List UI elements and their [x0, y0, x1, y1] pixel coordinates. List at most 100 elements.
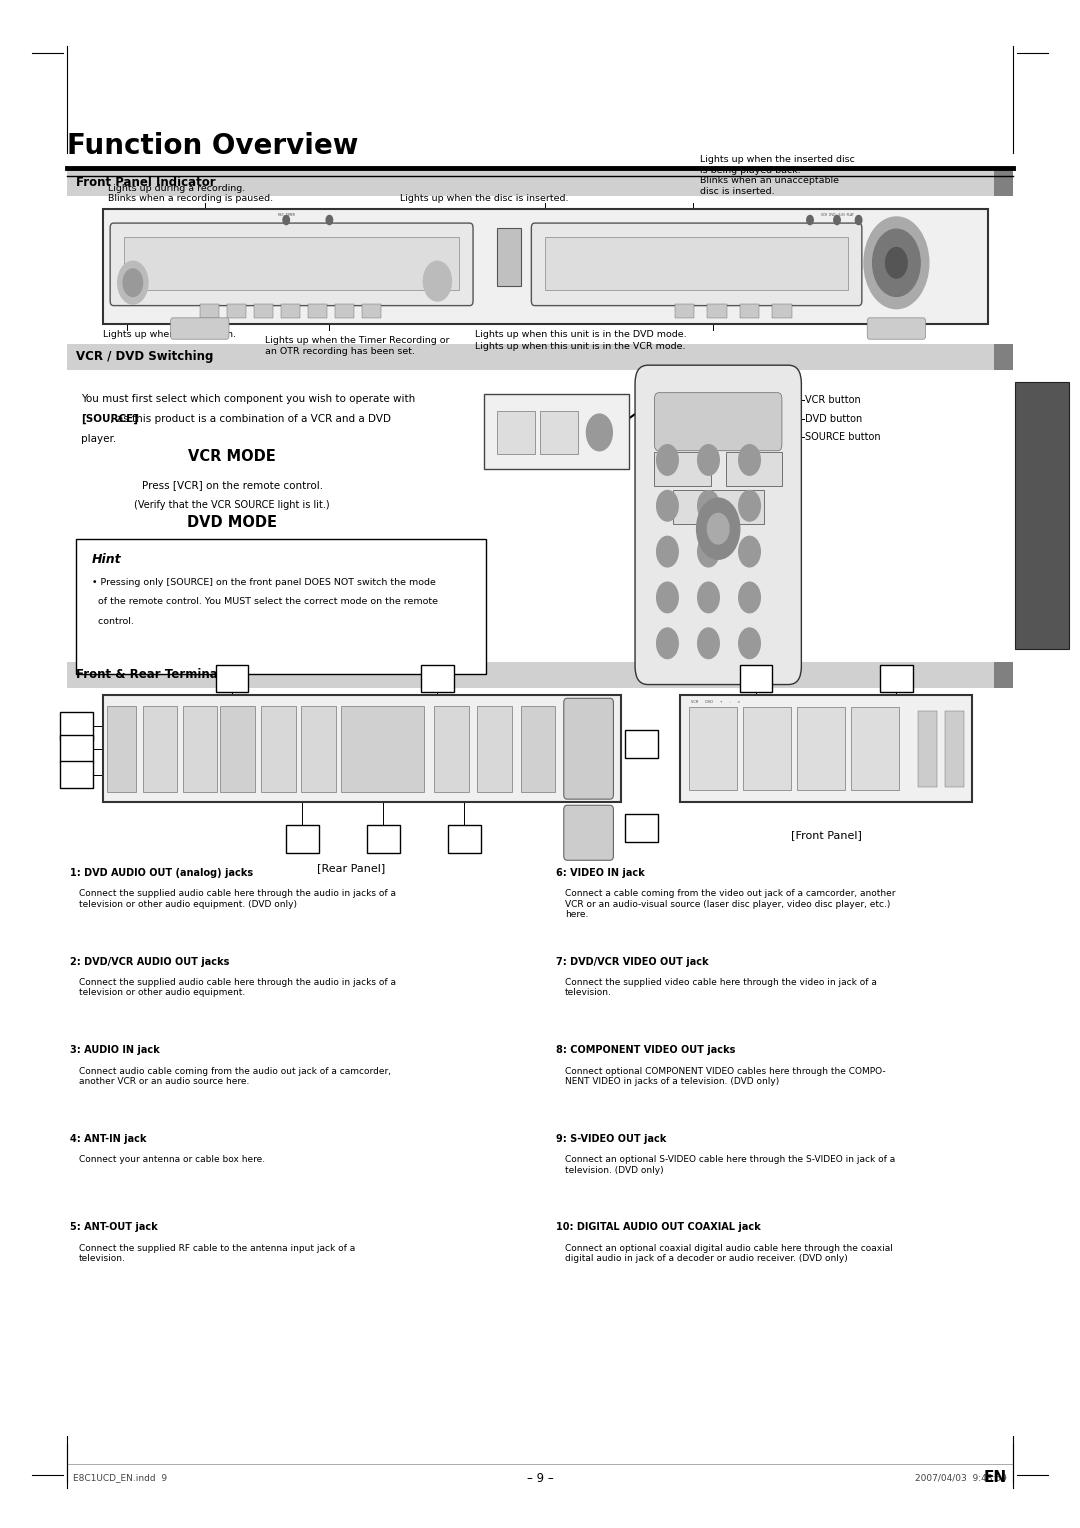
Text: VCR      DVD      +      -      >: VCR DVD + - > [691, 700, 741, 704]
FancyBboxPatch shape [60, 712, 93, 740]
FancyBboxPatch shape [477, 706, 512, 792]
Text: Setup: Setup [1036, 495, 1049, 535]
FancyBboxPatch shape [76, 539, 486, 674]
Circle shape [283, 215, 289, 225]
Circle shape [886, 248, 907, 278]
Text: Connect an optional coaxial digital audio cable here through the coaxial
digital: Connect an optional coaxial digital audi… [565, 1244, 893, 1264]
FancyBboxPatch shape [740, 304, 759, 318]
Circle shape [873, 229, 920, 296]
Circle shape [739, 536, 760, 567]
FancyBboxPatch shape [994, 662, 1013, 688]
Circle shape [657, 445, 678, 475]
FancyBboxPatch shape [867, 318, 926, 339]
Text: VCR  DVD   S.IN  PLAY: VCR DVD S.IN PLAY [821, 212, 853, 217]
FancyBboxPatch shape [67, 170, 994, 196]
FancyBboxPatch shape [635, 365, 801, 685]
Text: [Rear Panel]: [Rear Panel] [316, 863, 386, 874]
FancyBboxPatch shape [540, 411, 578, 454]
Circle shape [707, 513, 729, 544]
Text: Connect the supplied audio cable here through the audio in jacks of a
television: Connect the supplied audio cable here th… [79, 978, 396, 998]
FancyBboxPatch shape [497, 411, 535, 454]
Text: 3: AUDIO IN jack: 3: AUDIO IN jack [70, 1045, 160, 1056]
Circle shape [739, 628, 760, 659]
FancyBboxPatch shape [124, 237, 459, 290]
FancyBboxPatch shape [341, 706, 424, 792]
Text: [SOURCE]: [SOURCE] [81, 414, 138, 425]
Text: 9: S-VIDEO OUT jack: 9: S-VIDEO OUT jack [556, 1134, 666, 1144]
FancyBboxPatch shape [743, 707, 791, 790]
Text: 6: VIDEO IN jack: 6: VIDEO IN jack [556, 868, 645, 879]
Text: 9: 9 [73, 770, 80, 779]
Text: VCR: VCR [677, 466, 688, 472]
Text: VCR: VCR [509, 403, 517, 408]
FancyBboxPatch shape [994, 170, 1013, 196]
Text: VIDEO  AUDIO  CHANNEL/PROG  REW  STOP/EJECT  PLAY  RECORD     IR: VIDEO AUDIO CHANNEL/PROG REW STOP/EJECT … [200, 299, 297, 304]
FancyBboxPatch shape [851, 707, 899, 790]
FancyBboxPatch shape [521, 706, 555, 792]
Text: Lights up when power is on.: Lights up when power is on. [103, 330, 235, 339]
Text: 6: 6 [461, 834, 468, 843]
Text: DVD: DVD [555, 403, 564, 408]
Circle shape [864, 217, 929, 309]
Circle shape [855, 215, 862, 225]
Circle shape [698, 445, 719, 475]
FancyBboxPatch shape [448, 825, 481, 853]
Text: SOURCE button: SOURCE button [805, 432, 880, 442]
Text: (Verify that the DVD SOURCE light is lit.): (Verify that the DVD SOURCE light is lit… [134, 565, 330, 576]
Text: ANT-IN: ANT-IN [583, 706, 594, 711]
Circle shape [423, 261, 451, 301]
FancyBboxPatch shape [103, 695, 621, 802]
Text: 5: 5 [638, 824, 645, 833]
Text: 2: 2 [229, 674, 235, 683]
FancyBboxPatch shape [421, 665, 454, 692]
Text: Connect a cable coming from the video out jack of a camcorder, another
VCR or an: Connect a cable coming from the video ou… [565, 889, 895, 920]
Text: ANT-OUT: ANT-OUT [581, 805, 596, 810]
Text: Connect the supplied video cable here through the video in jack of a
television.: Connect the supplied video cable here th… [565, 978, 877, 998]
Text: 10: 10 [70, 744, 83, 753]
Text: VCR / DVD Switching: VCR / DVD Switching [76, 350, 213, 364]
FancyBboxPatch shape [107, 706, 136, 792]
Text: Press [VCR] on the remote control.: Press [VCR] on the remote control. [141, 480, 323, 490]
Circle shape [698, 628, 719, 659]
Text: VCR button: VCR button [805, 396, 861, 405]
Circle shape [698, 582, 719, 613]
Circle shape [657, 490, 678, 521]
Text: DVD SOURCE light: DVD SOURCE light [680, 533, 770, 542]
FancyBboxPatch shape [367, 825, 400, 853]
FancyBboxPatch shape [564, 805, 613, 860]
Text: Function Overview: Function Overview [67, 133, 359, 160]
Text: 8: 8 [299, 834, 306, 843]
Text: 3: 3 [434, 674, 441, 683]
Text: , as this product is a combination of a VCR and a DVD: , as this product is a combination of a … [81, 414, 391, 425]
Text: OPEN: OPEN [503, 240, 514, 244]
Text: player.: player. [81, 434, 117, 445]
FancyBboxPatch shape [675, 304, 694, 318]
FancyBboxPatch shape [362, 304, 381, 318]
Text: DVD button: DVD button [805, 414, 862, 423]
FancyBboxPatch shape [564, 698, 613, 799]
FancyBboxPatch shape [308, 304, 327, 318]
Circle shape [123, 269, 143, 296]
Text: [Front Panel]: [Front Panel] [791, 830, 862, 840]
FancyBboxPatch shape [200, 304, 219, 318]
Text: 7: DVD/VCR VIDEO OUT jack: 7: DVD/VCR VIDEO OUT jack [556, 957, 708, 967]
Text: 4: 4 [638, 740, 645, 749]
FancyBboxPatch shape [673, 490, 764, 524]
Text: Lights up when this unit is in the DVD mode.: Lights up when this unit is in the DVD m… [475, 330, 687, 339]
FancyBboxPatch shape [261, 706, 296, 792]
Text: Connect audio cable coming from the audio out jack of a camcorder,
another VCR o: Connect audio cable coming from the audi… [79, 1067, 391, 1086]
FancyBboxPatch shape [772, 304, 792, 318]
Text: DVD: DVD [748, 466, 759, 472]
FancyBboxPatch shape [301, 706, 336, 792]
Circle shape [657, 582, 678, 613]
Text: – 9 –: – 9 – [527, 1471, 553, 1485]
Circle shape [698, 490, 719, 521]
Text: Lights up when the inserted disc
is being played back.
Blinks when an unacceptab: Lights up when the inserted disc is bein… [700, 156, 854, 196]
Text: DVD MODE: DVD MODE [187, 515, 278, 530]
Circle shape [834, 215, 840, 225]
FancyBboxPatch shape [625, 730, 658, 758]
Text: Front Panel Indicator: Front Panel Indicator [76, 176, 215, 189]
Text: VCR MODE: VCR MODE [188, 449, 276, 465]
Circle shape [586, 414, 612, 451]
Circle shape [698, 536, 719, 567]
